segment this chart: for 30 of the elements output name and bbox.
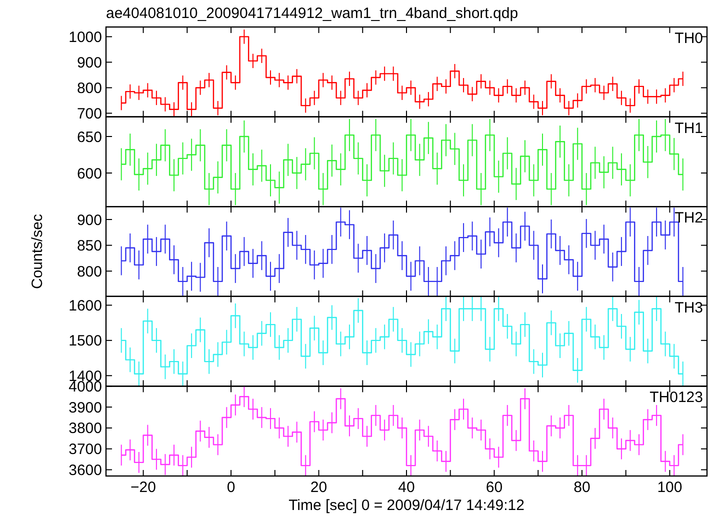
x-tick-label: −20 bbox=[130, 479, 156, 496]
y-tick-label: 700 bbox=[76, 105, 102, 122]
y-tick-label: 650 bbox=[76, 128, 102, 146]
chart-title: ae404081010_20090417144912_wam1_trn_4band_short.qdp bbox=[106, 5, 518, 22]
y-tick-label: 3700 bbox=[68, 441, 102, 458]
x-axis-title: Time [sec] 0 = 2009/04/17 14:49:12 bbox=[288, 497, 524, 514]
series-label: TH1 bbox=[674, 120, 703, 137]
y-tick-label: 850 bbox=[76, 238, 102, 255]
y-tick-label: 3600 bbox=[68, 462, 102, 479]
series-label: TH0123 bbox=[650, 389, 703, 406]
y-tick-label: 800 bbox=[76, 263, 102, 280]
x-tick-label: 80 bbox=[574, 479, 590, 496]
series-label: TH3 bbox=[674, 299, 703, 316]
y-tick-label: 900 bbox=[76, 212, 102, 229]
series-label: TH2 bbox=[674, 210, 703, 227]
y-tick-label: 1500 bbox=[68, 332, 102, 350]
x-tick-label: 40 bbox=[398, 479, 415, 496]
y-axis-title: Counts/sec bbox=[29, 213, 46, 290]
x-tick-label: 20 bbox=[310, 479, 328, 496]
y-tick-label: 900 bbox=[76, 54, 102, 72]
y-tick-label: 800 bbox=[76, 80, 102, 97]
y-tick-label: 3800 bbox=[68, 420, 102, 438]
y-tick-label: 3900 bbox=[68, 399, 102, 416]
y-tick-label: 600 bbox=[76, 165, 102, 182]
x-tick-label: 60 bbox=[486, 479, 503, 496]
y-tick-label: 1600 bbox=[68, 297, 102, 314]
x-tick-label: 0 bbox=[226, 479, 236, 496]
y-tick-label: 1000 bbox=[68, 28, 102, 46]
text: TH0 bbox=[674, 30, 703, 47]
x-tick-label: 100 bbox=[657, 479, 682, 496]
